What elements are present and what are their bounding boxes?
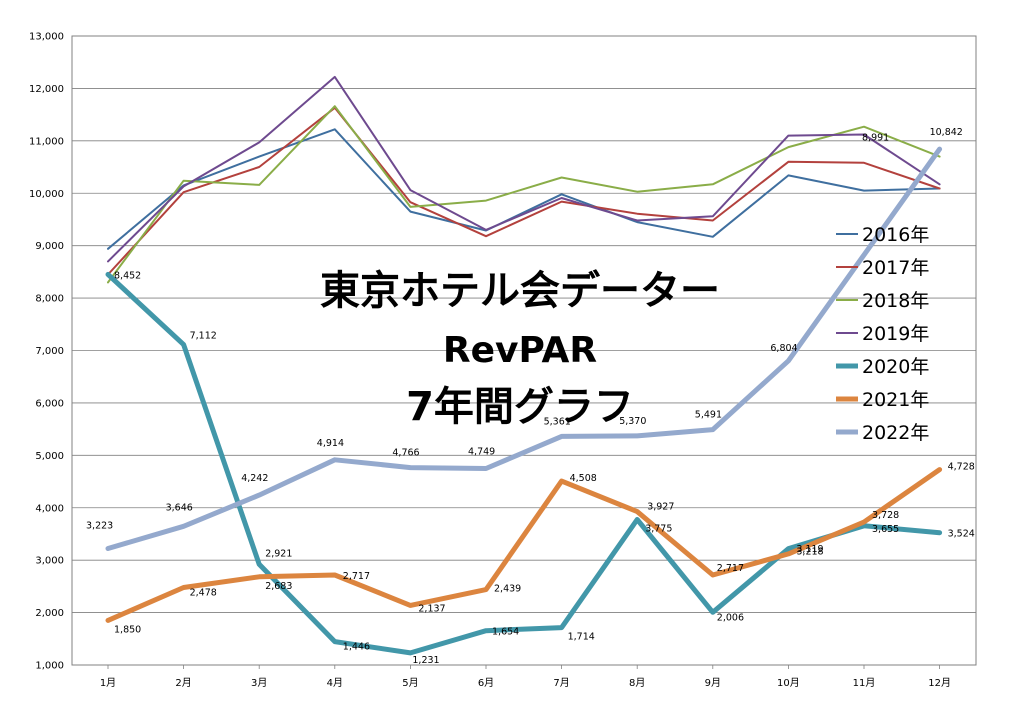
data-label: 3,655: [872, 524, 899, 535]
y-tick-label: 6,000: [35, 398, 64, 409]
data-labels: 8,991 8,452 7,112 2,921 1,446 1,231 1,654 1,714…: [86, 127, 975, 666]
data-label: 4,766: [392, 448, 419, 459]
x-tick-label: 5月: [402, 677, 418, 689]
legend-label: 2019年: [862, 323, 929, 345]
data-label: 3,728: [872, 510, 899, 521]
title-line-3: 7年間グラフ: [406, 384, 634, 430]
data-label: 4,914: [317, 438, 344, 449]
legend: 2016年 2017年 2018年 2019年 2020年 2021年 2022年: [836, 224, 929, 444]
data-label: 4,728: [948, 462, 975, 473]
data-label: 10,842: [930, 127, 963, 138]
series-line-2016年: [107, 128, 941, 250]
data-label: 1,446: [343, 642, 370, 653]
series-lines: [105, 75, 943, 656]
data-label: 3,218: [796, 547, 823, 558]
title-line-2: RevPAR: [443, 330, 597, 371]
y-tick-label: 5,000: [35, 451, 64, 462]
data-label: 1,231: [412, 655, 439, 666]
x-tick-label: 3月: [251, 677, 267, 689]
legend-label: 2016年: [862, 224, 929, 246]
x-tick-label: 9月: [705, 677, 721, 689]
y-tick-label: 8,000: [35, 294, 64, 305]
x-tick-label: 1月: [100, 677, 116, 689]
y-tick-label: 1,000: [35, 661, 64, 672]
data-label: 8,452: [114, 270, 141, 281]
data-label: 2,921: [265, 548, 292, 559]
plot-frame: [71, 35, 977, 666]
data-label: 2,683: [265, 581, 292, 592]
y-tick-label: 4,000: [35, 503, 64, 514]
data-label: 2,478: [190, 588, 217, 599]
x-tick-label: 10月: [777, 677, 800, 689]
y-tick-label: 3,000: [35, 556, 64, 567]
data-label: 6,804: [770, 343, 797, 354]
legend-label: 2020年: [862, 356, 929, 378]
data-label: 2,717: [343, 571, 370, 582]
data-label: 1,654: [492, 627, 519, 638]
y-tick-label: 10,000: [29, 189, 64, 200]
data-label: 1,850: [114, 624, 141, 635]
data-label: 3,646: [166, 502, 193, 513]
series-line-2018年: [107, 105, 941, 284]
x-tick-label: 2月: [175, 677, 191, 689]
legend-label: 2021年: [862, 389, 929, 411]
data-label: 5,361: [544, 416, 571, 427]
data-label: 2,439: [494, 584, 521, 595]
legend-label: 2022年: [862, 422, 929, 444]
data-label: 3,119: [796, 544, 823, 555]
y-tick-label: 13,000: [29, 32, 64, 43]
data-label: 4,508: [570, 473, 597, 484]
y-tick-label: 9,000: [35, 241, 64, 252]
x-tick-label: 7月: [553, 677, 569, 689]
x-tick-label: 6月: [478, 677, 494, 689]
x-tick-label: 12月: [928, 677, 951, 689]
x-tick-label: 8月: [629, 677, 645, 689]
data-label: 1,714: [568, 632, 595, 643]
series-line-2022年: [105, 146, 943, 551]
data-label: 2,006: [717, 612, 744, 623]
series-line-2021年: [105, 467, 943, 623]
series-line-2019年: [107, 75, 941, 263]
chart-title: 東京ホテル会データー RevPAR 7年間グラフ: [320, 268, 720, 430]
y-tick-label: 11,000: [29, 136, 64, 147]
y-tick-label: 12,000: [29, 84, 64, 95]
data-label: 4,242: [241, 473, 268, 484]
data-label: 3,775: [645, 524, 672, 535]
legend-label: 2017年: [862, 257, 929, 279]
x-tick-label: 11月: [853, 677, 876, 689]
data-label: 3,223: [86, 520, 113, 531]
x-tick-label: 4月: [327, 677, 343, 689]
series-line-2020年: [105, 271, 943, 656]
data-label: 8,991: [862, 133, 889, 144]
data-label: 4,749: [468, 446, 495, 457]
axes: 1,000 2,000 3,000 4,000 5,000 6,000 7,000 8,000…: [29, 32, 977, 689]
data-label: 3,524: [948, 529, 975, 540]
data-label: 7,112: [190, 331, 217, 342]
data-label: 3,927: [647, 502, 674, 513]
y-tick-label: 2,000: [35, 608, 64, 619]
data-label: 2,717: [717, 563, 744, 574]
data-label: 5,491: [695, 410, 722, 421]
series-line-2017年: [107, 106, 941, 276]
data-label: 5,370: [619, 416, 646, 427]
legend-label: 2018年: [862, 290, 929, 312]
y-tick-label: 7,000: [35, 346, 64, 357]
data-label: 2,137: [418, 603, 445, 614]
title-line-1: 東京ホテル会データー: [320, 268, 720, 314]
